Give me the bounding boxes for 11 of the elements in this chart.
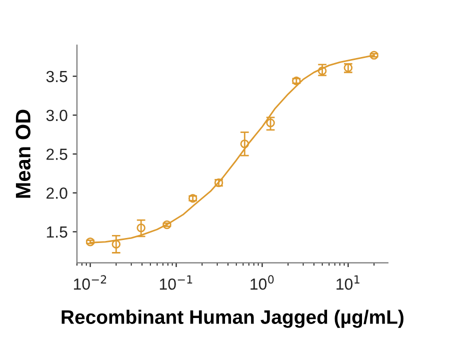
x-tick-label: 10$^{−2}$ bbox=[74, 275, 106, 290]
y-tick-label: 3.0 bbox=[46, 110, 68, 122]
x-axis-title: Recombinant Human Jagged (µg/mL) bbox=[62, 310, 404, 328]
x-tick-label: 10$^{1}$ bbox=[336, 275, 360, 290]
x-tick-label: 10$^{−1}$ bbox=[160, 275, 192, 290]
y-tick-label: 2.0 bbox=[46, 188, 68, 199]
x-tick-label: 10$^{0}$ bbox=[250, 275, 274, 290]
y-axis-title: Mean OD bbox=[16, 110, 30, 198]
y-tick-label: 3.5 bbox=[46, 70, 68, 82]
y-tick-label: 1.5 bbox=[46, 226, 68, 238]
y-tick-label: 2.5 bbox=[46, 148, 68, 160]
